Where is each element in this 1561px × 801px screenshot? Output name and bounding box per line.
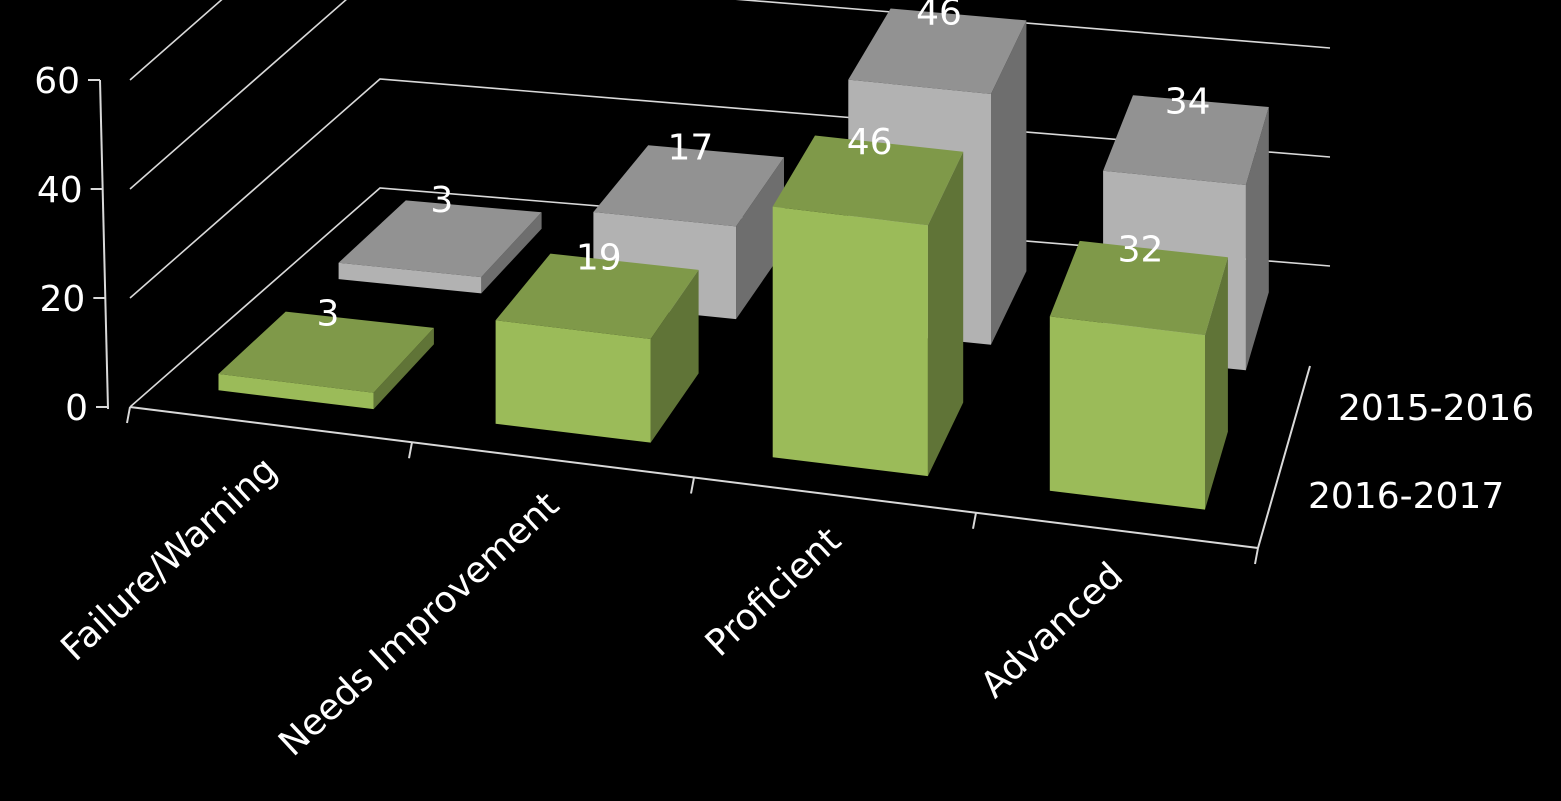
bar-top-face bbox=[218, 311, 434, 393]
x-tick-mark bbox=[1254, 547, 1259, 565]
data-label: 17 bbox=[668, 127, 714, 168]
category-label: Proficient bbox=[698, 520, 849, 665]
x-tick-mark bbox=[408, 442, 413, 459]
y-tick-label: 20 bbox=[40, 279, 86, 320]
bar-side-face bbox=[1245, 107, 1269, 371]
x-tick-mark bbox=[126, 406, 131, 424]
axis-layer bbox=[88, 79, 1311, 565]
bar-2015-2016-Failure/Warning bbox=[338, 200, 542, 294]
data-label: 3 bbox=[316, 294, 339, 335]
depth-axis-line bbox=[1257, 365, 1311, 549]
y-tick-label: 60 bbox=[34, 61, 80, 102]
bar-side-face bbox=[991, 20, 1027, 345]
bar-front-face bbox=[338, 262, 482, 294]
bar-2016-2017-Needs Improvement bbox=[495, 253, 699, 443]
bar-2016-2017-Failure/Warning bbox=[218, 311, 434, 410]
data-label: 3 bbox=[430, 180, 453, 221]
bar-front-face bbox=[1049, 316, 1205, 510]
bar-top-face bbox=[1049, 240, 1228, 336]
x-tick-mark bbox=[972, 512, 977, 529]
bar-2015-2016-Needs Improvement bbox=[593, 145, 784, 320]
y-axis-line bbox=[99, 79, 109, 410]
bar-front-face bbox=[495, 320, 651, 443]
data-label: 19 bbox=[576, 238, 622, 279]
bar-side-face bbox=[927, 151, 964, 477]
series-label: 2015-2016 bbox=[1338, 388, 1534, 429]
data-label: 46 bbox=[847, 122, 893, 163]
bar-side-face bbox=[481, 212, 542, 294]
category-label: Advanced bbox=[973, 555, 1131, 706]
bar-front-face bbox=[772, 206, 928, 477]
bar-top-face bbox=[1103, 95, 1269, 185]
y-tick-label: 0 bbox=[65, 388, 88, 429]
bar-side-face bbox=[650, 269, 699, 443]
bar-front-face bbox=[218, 373, 374, 410]
bar-side-face bbox=[1205, 257, 1228, 510]
category-label: Failure/Warning bbox=[53, 449, 285, 669]
bar-top-face bbox=[772, 135, 964, 226]
bar-2016-2017-Proficient bbox=[772, 135, 964, 477]
data-label: 34 bbox=[1165, 81, 1211, 122]
category-label: Needs Improvement bbox=[271, 484, 567, 764]
series-label: 2016-2017 bbox=[1308, 476, 1504, 517]
bar-side-face bbox=[736, 157, 784, 320]
x-tick-mark bbox=[690, 477, 695, 494]
data-label: 46 bbox=[916, 0, 962, 34]
bar-top-face bbox=[338, 200, 542, 278]
bar-top-face bbox=[495, 253, 699, 339]
bar-top-face bbox=[848, 8, 1027, 94]
bar-2016-2017-Advanced bbox=[1049, 240, 1228, 510]
bar-top-face bbox=[593, 145, 784, 227]
gridline-60 bbox=[129, 0, 223, 81]
data-label: 32 bbox=[1118, 229, 1164, 270]
y-tick-label: 40 bbox=[37, 170, 83, 211]
bars-layer bbox=[218, 8, 1269, 510]
bar-side-face bbox=[373, 327, 434, 410]
